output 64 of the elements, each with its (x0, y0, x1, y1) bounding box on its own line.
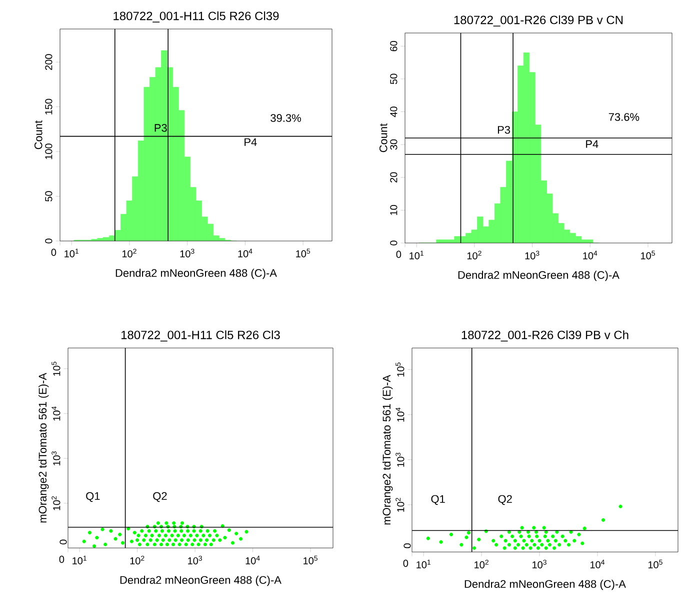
y-tick-label: 60 (390, 40, 398, 52)
x-tick-label: 10$^{4}$ (238, 248, 252, 258)
x-tick-label: 10$^{2}$ (474, 560, 488, 568)
annotation: 0 (404, 543, 411, 548)
annotation: 0 (60, 540, 67, 544)
annotation: 39.3% (270, 114, 301, 122)
y-tick-label: 0 (45, 238, 52, 244)
x-tick-label: 10$^{1}$ (416, 560, 431, 568)
x-tick-label: 10$^{1}$ (64, 248, 78, 258)
annotation: P4 (244, 138, 257, 146)
y-tick-label: 40 (390, 106, 398, 118)
x-tick-label: 10$^{3}$ (525, 250, 540, 260)
y-tick-label: 20 (390, 172, 398, 182)
y-tick-label: 10$^{3}$ (52, 451, 60, 466)
chart-title: 180722_001-H11 Cl5 R26 Cl3 (121, 330, 280, 342)
x-tick-label: 10$^{3}$ (180, 248, 194, 258)
x-tick-label: 10$^{2}$ (467, 250, 482, 260)
y-tick-label: 10$^{4}$ (396, 408, 404, 422)
x-tick-label: 10$^{2}$ (130, 556, 144, 564)
annotation: P3 (154, 124, 167, 132)
annotation: Q1 (86, 492, 100, 502)
y-tick-label: 200 (45, 54, 52, 70)
y-tick-label: 50 (390, 74, 398, 84)
y-tick-label: 100 (45, 144, 52, 160)
y-tick-label: 10$^{4}$ (52, 406, 60, 421)
y-tick-label: 50 (45, 191, 52, 202)
y-tick-label: 10$^{2}$ (52, 496, 60, 510)
x-tick-label: 10$^{5}$ (648, 560, 662, 568)
y-tick-label: 10$^{2}$ (396, 498, 404, 512)
y-axis-title: Count (379, 123, 388, 152)
y-tick-label: 10$^{3}$ (396, 452, 404, 467)
y-tick-label: 150 (45, 98, 52, 114)
chart-title: 180722_001-R26 Cl39 PB v Ch (462, 330, 628, 342)
annotation: P4 (586, 140, 598, 148)
annotation: Q2 (498, 495, 512, 505)
y-tick-label: 30 (390, 139, 398, 150)
x-axis-title: Dendra2 mNeonGreen 488 (C)-A (116, 268, 277, 280)
x-tick-label: 10$^{4}$ (583, 250, 598, 260)
x-tick-label: 10$^{5}$ (304, 556, 318, 564)
y-axis-title: mOrange2 tdTomato 561 (E)-A (382, 374, 393, 524)
x-tick-label: 10$^{2}$ (122, 248, 136, 258)
x-tick-label: 10$^{4}$ (246, 556, 260, 564)
x-tick-label: 10$^{5}$ (296, 248, 310, 258)
chart-title: 180722_001-R26 Cl39 PB v CN (454, 15, 623, 26)
annotation: Q1 (431, 495, 445, 505)
x-axis-title: Dendra2 mNeonGreen 488 (C)-A (458, 270, 620, 282)
x-tick-label: 10$^{1}$ (72, 556, 86, 564)
chart-title: 180722_001-H11 Cl5 R26 Cl39 (114, 11, 279, 22)
annotation: 73.6% (608, 113, 640, 121)
x-tick-label: 10$^{4}$ (590, 560, 605, 568)
annotation: P3 (498, 126, 510, 134)
y-axis-title: Count (34, 120, 42, 150)
y-tick-label: 10$^{5}$ (52, 362, 60, 376)
y-tick-label: 10 (390, 205, 398, 215)
x-axis-title: Dendra2 mNeonGreen 488 (C)-A (464, 580, 626, 590)
x-axis-title: Dendra2 mNeonGreen 488 (C)-A (120, 576, 282, 586)
y-tick-label: 0 (390, 240, 398, 246)
annotation: Q2 (153, 492, 167, 502)
x-tick-label: 10$^{5}$ (641, 250, 655, 260)
y-tick-label: 10$^{5}$ (396, 362, 404, 376)
x-tick-label: 10$^{3}$ (188, 556, 202, 564)
y-axis-title: mOrange2 tdTomato 561 (E)-A (38, 372, 49, 522)
x-tick-label: 10$^{1}$ (410, 250, 424, 260)
x-tick-label: 10$^{3}$ (532, 560, 546, 568)
